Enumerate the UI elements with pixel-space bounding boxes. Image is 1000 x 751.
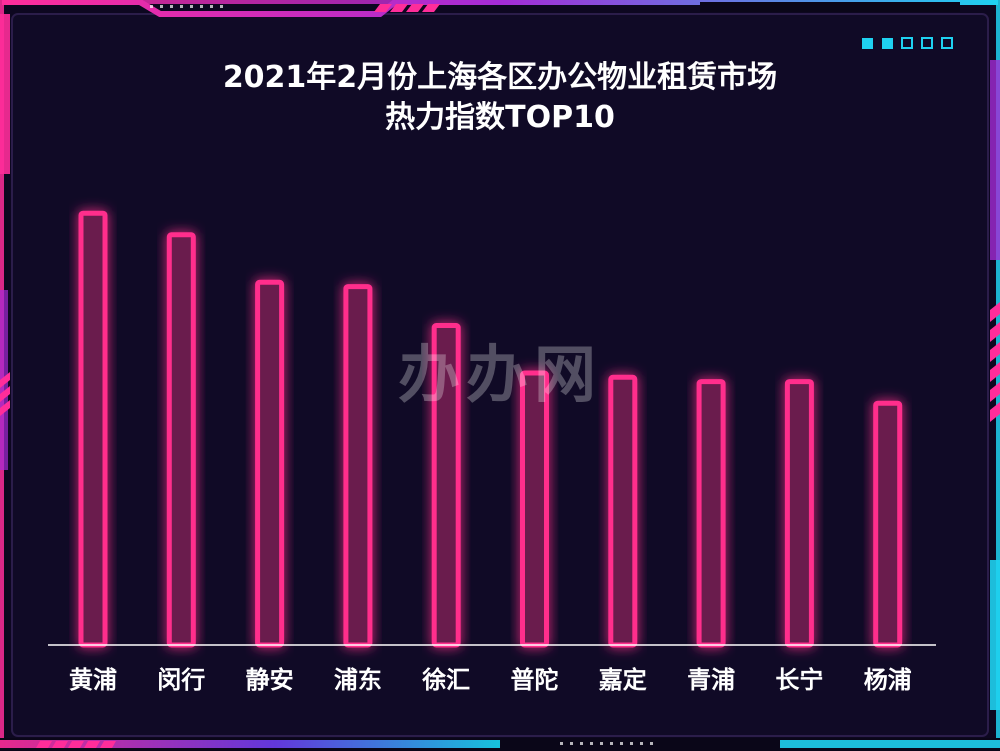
x-tick-label-杨浦: 杨浦 xyxy=(864,666,912,694)
chart-title-line-1: 2021年2月份上海各区办公物业租赁市场 xyxy=(222,60,778,95)
chart-title-line-2: 热力指数TOP10 xyxy=(385,100,615,135)
x-tick-label-闵行: 闵行 xyxy=(157,666,205,694)
bar-浦东 xyxy=(343,284,373,648)
x-tick-label-长宁: 长宁 xyxy=(775,666,823,694)
chart-title: 2021年2月份上海各区办公物业租赁市场 热力指数TOP10 xyxy=(0,58,1000,138)
bar-长宁 xyxy=(784,379,814,648)
bar-黄浦 xyxy=(78,210,108,648)
bar-杨浦 xyxy=(873,400,903,648)
bar-青浦 xyxy=(696,379,726,648)
x-tick-label-青浦: 青浦 xyxy=(687,666,735,694)
bar-series xyxy=(78,210,903,648)
bar-闵行 xyxy=(166,232,196,648)
x-tick-label-徐汇: 徐汇 xyxy=(421,666,470,694)
bar-静安 xyxy=(255,279,285,648)
x-tick-label-嘉定: 嘉定 xyxy=(599,666,647,694)
x-tick-label-浦东: 浦东 xyxy=(334,666,382,694)
x-tick-labels: 黄浦 闵行 静安 浦东 徐汇 普陀 嘉定 青浦 长宁 杨浦 xyxy=(69,666,912,694)
x-tick-label-黄浦: 黄浦 xyxy=(69,666,117,694)
watermark-logo: 办办网 xyxy=(397,338,602,411)
x-tick-label-静安: 静安 xyxy=(246,666,294,694)
x-tick-label-普陀: 普陀 xyxy=(511,666,559,694)
